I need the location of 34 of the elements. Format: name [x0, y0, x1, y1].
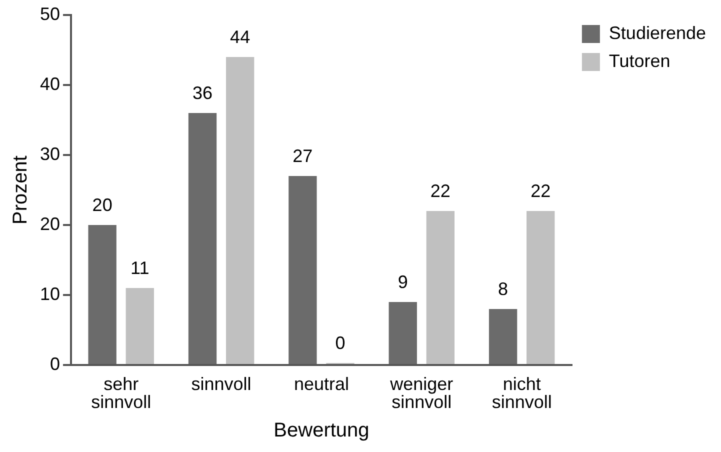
data-label: 20	[92, 194, 112, 215]
y-tick-label: 40	[40, 74, 60, 94]
bar	[426, 211, 455, 364]
x-tick-label: sinnvoll	[191, 374, 252, 394]
bar	[488, 309, 518, 364]
bar	[126, 288, 154, 364]
data-label: 22	[530, 180, 551, 201]
y-tick-label: 30	[40, 144, 60, 164]
bar	[288, 176, 317, 364]
bar	[388, 302, 417, 364]
data-label: 0	[335, 332, 346, 353]
data-label: 9	[398, 272, 408, 292]
y-tick-label: 50	[40, 4, 60, 24]
bar	[526, 211, 555, 364]
bar	[88, 225, 116, 364]
x-tick-label: sehr sinnvoll	[91, 374, 152, 412]
x-tick-label: neutral	[294, 374, 349, 394]
data-label: 44	[230, 26, 250, 47]
data-label: 36	[192, 82, 213, 103]
y-tick-label: 10	[40, 284, 60, 304]
bar	[188, 113, 217, 364]
bar	[226, 57, 254, 364]
y-tick-label: 20	[40, 214, 60, 234]
legend-label: Studierende	[608, 22, 706, 43]
x-tick-label: weniger sinnvoll	[389, 374, 454, 412]
x-axis-title: Bewertung	[274, 420, 370, 442]
x-tick-label: nicht sinnvoll	[492, 374, 552, 412]
y-tick-label: 0	[50, 354, 60, 374]
y-axis-title: Prozent	[10, 155, 32, 224]
data-label: 11	[130, 258, 150, 278]
legend-label: Tutoren	[608, 50, 670, 71]
data-label: 22	[430, 180, 450, 201]
data-label: 8	[498, 278, 508, 299]
data-label: 27	[292, 146, 313, 166]
